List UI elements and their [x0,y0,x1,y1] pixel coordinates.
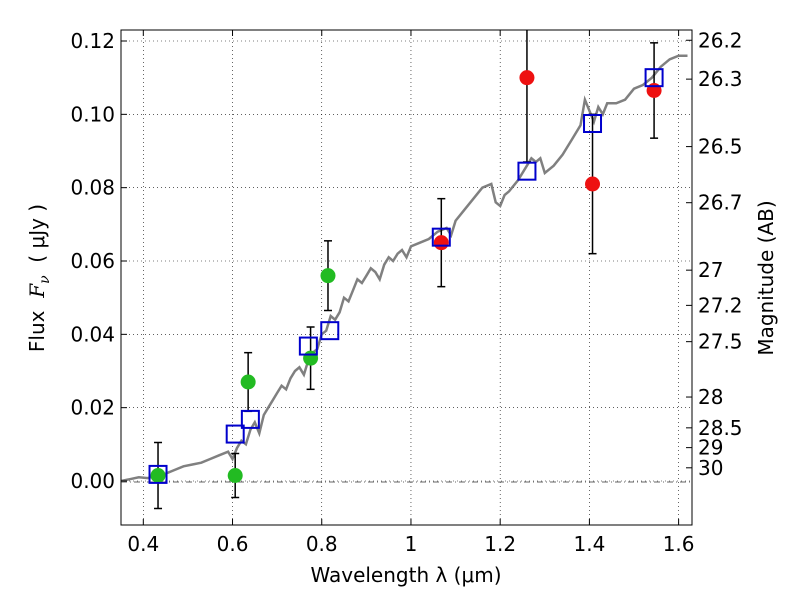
mag-tick-label: 27.2 [698,293,743,317]
mag-tick-label: 26.3 [698,67,743,91]
x-tick-label: 0.6 [217,532,249,556]
y-tick-label: 0.04 [70,322,115,346]
model-flux-square [225,424,245,444]
x-tick-label: 1.2 [484,532,516,556]
y-tick-label: 0.12 [70,29,115,53]
data-point [519,70,535,86]
mag-tick-label: 27 [698,258,723,282]
model-flux-square [517,161,537,181]
data-point [303,350,319,366]
data-point [320,268,336,284]
x-tick-label: 1 [405,532,418,556]
series-layer [121,30,688,510]
mag-tick-label: 26.5 [698,135,743,159]
data-point [227,468,243,483]
data-point [150,468,166,483]
model-flux-square [431,227,451,247]
data-point [585,176,601,192]
mag-tick-label: 28 [698,385,723,409]
y-tick-label: 0.06 [70,249,115,273]
data-point [433,235,449,251]
data-point [240,374,256,390]
y-tick-label: 0.08 [70,176,115,200]
y-tick-label: 0.10 [70,102,115,126]
model-flux-square [240,409,260,429]
model-flux-square [644,68,664,88]
x-axis-label: Wavelength λ (μm) [310,563,501,587]
right-axis-label: Magnitude (AB) [754,200,778,355]
x-tick-label: 1.6 [663,532,695,556]
mag-tick-label: 27.5 [698,330,743,354]
mag-tick-label: 29 [698,436,723,460]
model-spectrum-line [121,54,688,483]
mag-tick-label: 28.5 [698,416,743,440]
model-flux-square [320,321,340,341]
tick-layer: 0.4 0.6 0.8 1 1.2 1.4 1.6 0.00 0.02 0.04 0.06 0.08 0… [70,28,742,556]
x-tick-label: 0.8 [306,532,338,556]
x-tick-label: 0.4 [127,532,159,556]
plot-frame [120,29,693,526]
y-axis-label: Flux Fν ( μJy ) [25,204,53,352]
mag-tick-label: 26.2 [698,28,743,52]
y-tick-label: 0.02 [70,396,115,420]
mag-tick-label: 30 [698,456,723,480]
model-flux-square [148,464,168,484]
model-flux-square [583,114,603,133]
x-tick-label: 1.4 [573,532,605,556]
mag-tick-label: 26.7 [698,191,743,215]
model-flux-square [298,336,318,356]
y-tick-label: 0.00 [70,469,115,493]
